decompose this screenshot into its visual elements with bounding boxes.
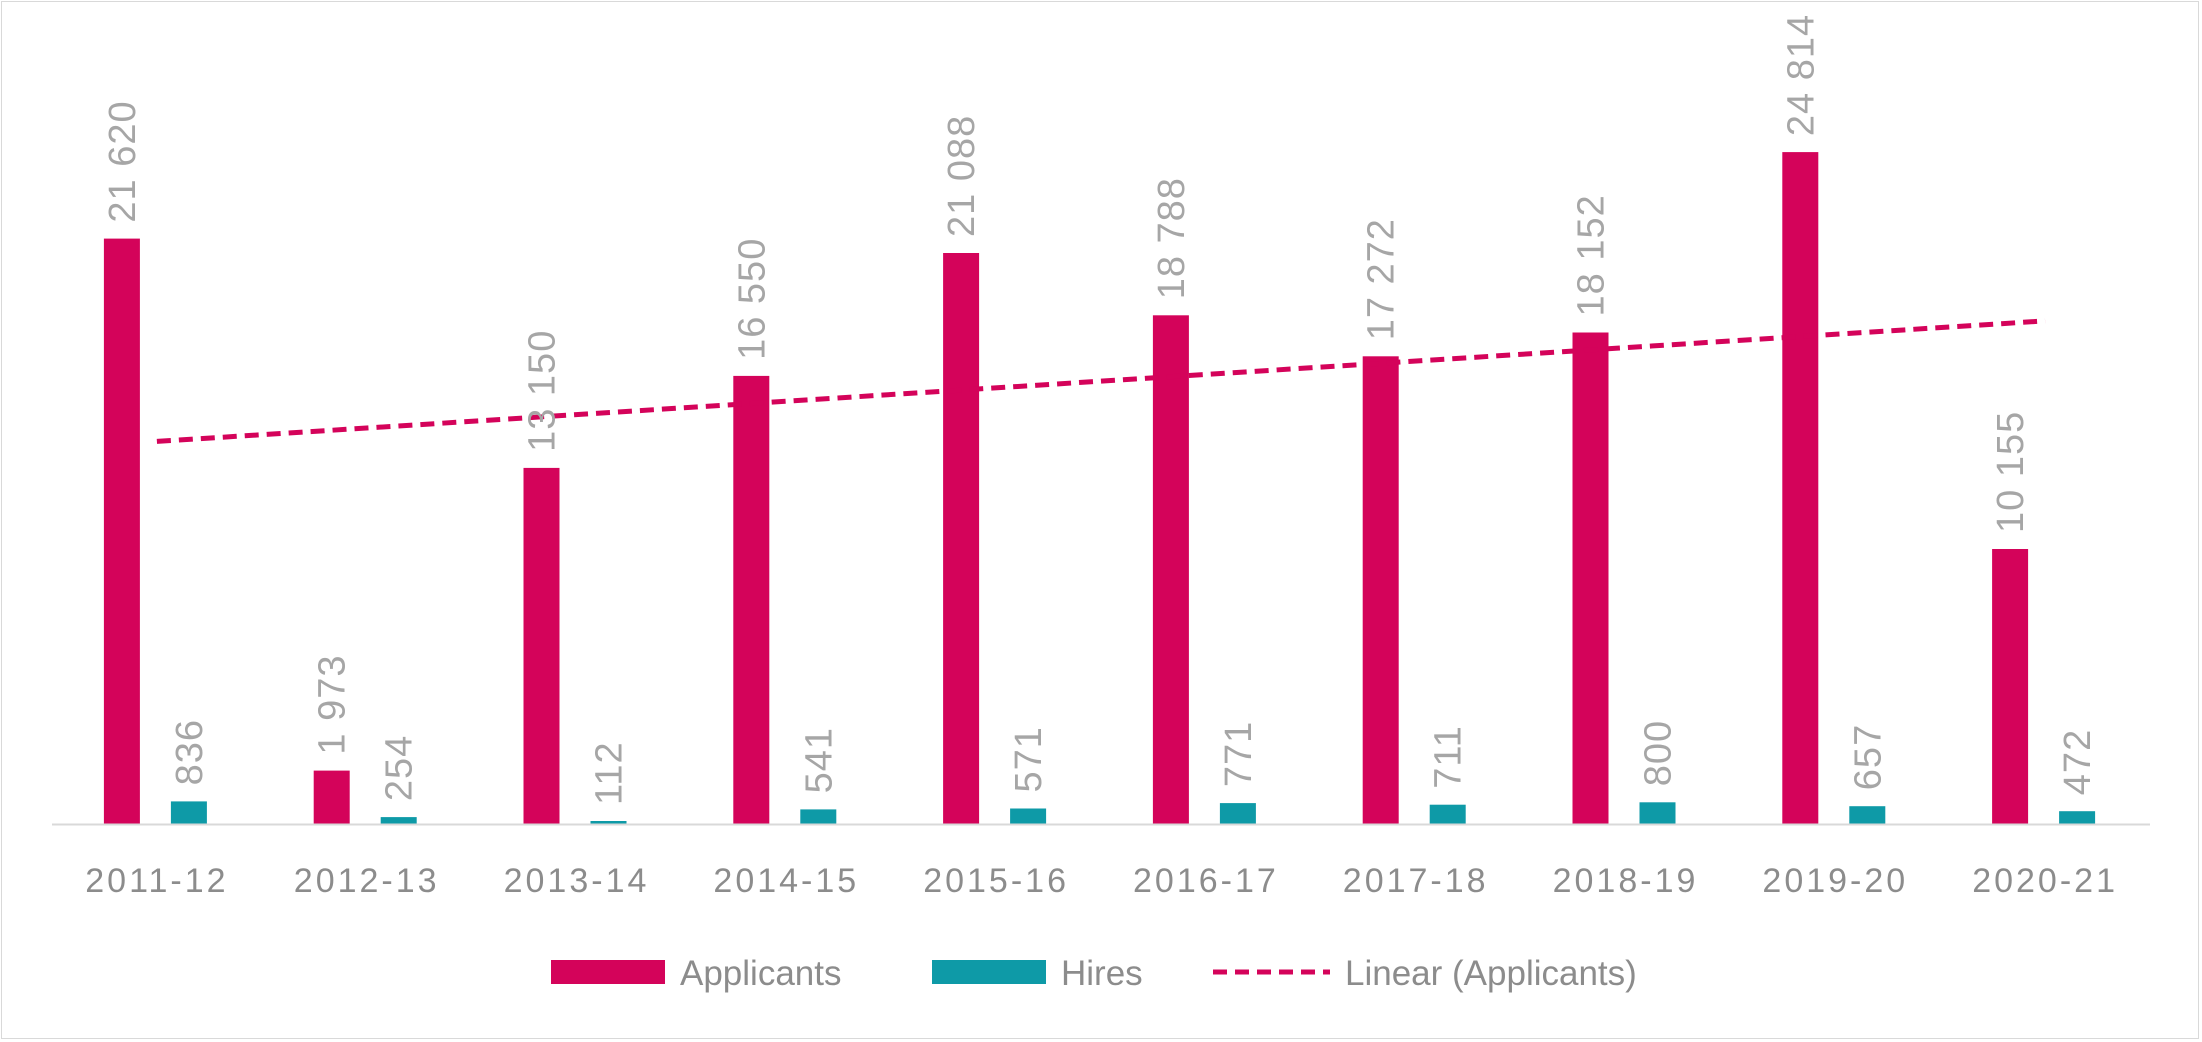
hires-data-label-2012-13: 254 [379,735,421,801]
applicants-bar-2016-17 [1152,315,1189,824]
hires-data-label-2017-18: 711 [1428,725,1470,789]
x-tick-label-2012-13: 2012-13 [294,862,440,900]
hires-bar-2012-13 [380,817,417,824]
x-tick-label-2019-20: 2019-20 [1762,862,1908,900]
x-tick-label-2015-16: 2015-16 [923,862,1069,900]
applicants-data-label-2019-20: 24 814 [1780,14,1822,136]
x-tick-label-2017-18: 2017-18 [1343,862,1489,900]
applicants-data-label-2018-19: 18 152 [1571,194,1613,316]
hires-bar-2016-17 [1219,803,1256,824]
hires-bar-2017-18 [1429,804,1466,824]
hires-data-label-2016-17: 771 [1218,721,1260,787]
bars-layer [103,152,2096,825]
hires-bar-2019-20 [1849,806,1886,824]
legend-label-trendline: Linear (Applicants) [1345,954,1637,993]
legend-label-applicants: Applicants [680,954,841,993]
hires-data-label-2011-12: 836 [169,719,211,785]
x-tick-label-2018-19: 2018-19 [1553,862,1699,900]
legend-swatch-hires [932,960,1046,984]
applicants-bar-2015-16 [943,253,980,824]
x-tick-label-2014-15: 2014-15 [713,862,859,900]
hires-bar-2015-16 [1010,808,1047,824]
applicants-bar-2011-12 [103,238,140,825]
data-labels-layer: 21 620 1 973 13 150 16 550 21 088 18 788 17 27… [102,14,2099,805]
applicants-bar-2018-19 [1572,332,1609,824]
applicants-data-label-2014-15: 16 550 [731,238,773,360]
hires-bar-2018-19 [1639,802,1676,824]
hires-data-label-2019-20: 657 [1847,724,1889,790]
applicants-bar-2017-18 [1362,356,1399,824]
legend: Applicants Hires Linear (Applicants) [551,954,1637,993]
hires-data-label-2020-21: 472 [2057,729,2099,795]
x-tick-label-2011-12: 2011-12 [85,862,228,900]
applicants-data-label-2015-16: 21 088 [941,115,983,237]
applicants-data-label-2016-17: 18 788 [1151,177,1193,299]
applicants-bar-2020-21 [1992,549,2029,824]
legend-label-hires: Hires [1061,954,1143,993]
x-tick-label-2016-17: 2016-17 [1133,862,1279,900]
hires-data-label-2015-16: 571 [1008,726,1050,792]
applicants-data-label-2013-14: 13 150 [522,330,564,452]
applicants-bar-2014-15 [733,375,770,824]
applicants-bar-2013-14 [523,467,560,824]
hires-data-label-2014-15: 541 [798,727,840,793]
applicants-data-label-2012-13: 1 973 [312,655,354,755]
trend-line [156,318,2046,444]
applicants-data-label-2017-18: 17 272 [1361,218,1403,340]
hires-bar-2014-15 [800,809,837,824]
x-tick-label-2013-14: 2013-14 [504,862,650,900]
x-tick-labels: 2011-12 2012-13 2013-14 2014-15 2015-16 2016-… [85,862,2118,900]
applicants-data-label-2020-21: 10 155 [1990,411,2032,533]
applicants-bar-2012-13 [313,770,350,824]
applicants-bar-2019-20 [1782,152,1819,825]
hires-bar-2013-14 [590,821,627,824]
hires-bar-2020-21 [2059,811,2096,824]
applicants-data-label-2011-12: 21 620 [102,100,144,222]
hires-bar-2011-12 [170,801,207,824]
x-tick-label-2020-21: 2020-21 [1972,862,2118,900]
hires-data-label-2013-14: 112 [589,741,631,805]
hires-data-label-2018-19: 800 [1638,720,1680,786]
legend-swatch-applicants [551,960,665,984]
